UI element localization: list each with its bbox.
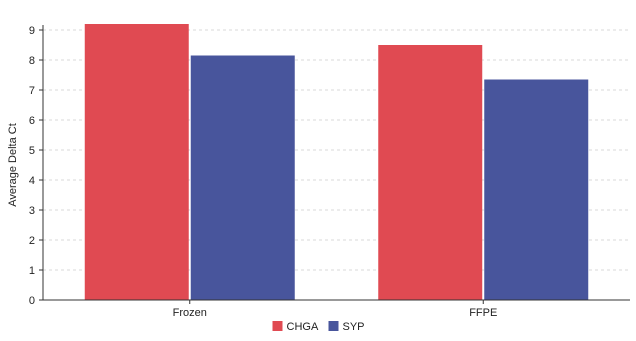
y-tick-label: 5 — [29, 145, 35, 157]
x-axis-ticks: Frozen FFPE — [173, 300, 497, 319]
y-axis-title: Average Delta Ct — [7, 123, 19, 207]
x-tick-label: Frozen — [173, 307, 207, 319]
y-tick-label: 9 — [29, 25, 35, 37]
y-tick-label: 8 — [29, 55, 35, 67]
legend-label-chga: CHGA — [287, 321, 319, 333]
bar-syp-ffpe — [484, 79, 589, 300]
y-tick-label: 4 — [29, 175, 35, 187]
y-tick-label: 7 — [29, 85, 35, 97]
x-tick-label: FFPE — [469, 307, 497, 319]
bar-chga-frozen — [84, 24, 189, 300]
bar-syp-frozen — [190, 55, 295, 300]
y-tick-label: 0 — [29, 295, 35, 307]
legend: CHGA SYP — [272, 321, 365, 333]
y-tick-label: 1 — [29, 265, 35, 277]
y-tick-label: 2 — [29, 235, 35, 247]
bars — [84, 24, 589, 300]
legend-label-syp: SYP — [343, 321, 365, 333]
bar-chga-ffpe — [378, 45, 483, 300]
y-tick-label: 3 — [29, 205, 35, 217]
legend-swatch-chga — [272, 321, 283, 331]
y-tick-label: 6 — [29, 115, 35, 127]
y-axis-ticks: 0 1 2 3 4 5 6 7 8 9 — [29, 25, 43, 307]
legend-swatch-syp — [328, 321, 339, 331]
